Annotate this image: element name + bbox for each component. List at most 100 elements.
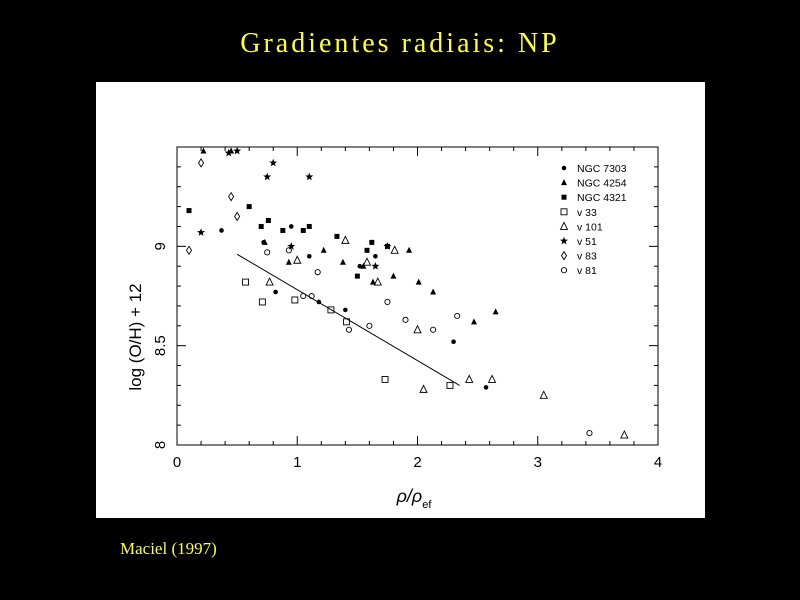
legend-marker xyxy=(561,165,567,171)
data-point xyxy=(185,245,193,256)
legend-label: NGC 4321 xyxy=(577,192,627,204)
data-point xyxy=(306,223,312,229)
data-point xyxy=(419,384,428,393)
data-point xyxy=(233,146,242,155)
fit-line-group xyxy=(236,253,460,386)
data-point xyxy=(197,228,206,236)
y-tick-label: 8.5 xyxy=(152,335,169,356)
data-point xyxy=(273,289,278,295)
legend-marker xyxy=(561,194,567,200)
data-point xyxy=(300,292,307,300)
data-point xyxy=(219,228,224,233)
data-point xyxy=(492,308,499,315)
legend-marker xyxy=(559,221,569,230)
data-point xyxy=(300,227,306,233)
series-v-51 xyxy=(197,146,392,270)
data-point xyxy=(345,326,353,333)
series-ngc-4254 xyxy=(200,147,499,325)
data-point xyxy=(305,172,314,181)
data-point xyxy=(471,318,478,325)
y-axis-label: log (O/H) + 12 xyxy=(126,283,145,390)
data-point xyxy=(383,242,392,250)
data-point xyxy=(242,278,249,286)
data-point xyxy=(200,147,207,154)
y-tick-label: 9 xyxy=(152,242,169,250)
data-point xyxy=(487,374,497,383)
data-point xyxy=(261,238,268,245)
data-point xyxy=(464,374,474,383)
data-point xyxy=(381,375,389,383)
data-point xyxy=(360,262,367,269)
data-point xyxy=(357,263,363,269)
x-tick-label: 4 xyxy=(654,454,662,471)
data-point xyxy=(234,211,241,222)
legend-label: v 83 xyxy=(577,251,597,263)
data-point xyxy=(258,298,266,306)
data-point xyxy=(402,316,409,323)
x-axis-label-subscript: ef xyxy=(422,499,432,511)
data-point xyxy=(454,312,461,319)
data-point xyxy=(258,223,264,229)
x-tick-label: 2 xyxy=(413,454,421,471)
data-point xyxy=(413,324,422,334)
chart-marks xyxy=(185,146,629,439)
data-point xyxy=(406,246,413,253)
data-point xyxy=(269,158,278,167)
legend-label: v 33 xyxy=(577,207,597,219)
data-point xyxy=(327,306,335,314)
data-point xyxy=(369,239,375,245)
data-point xyxy=(265,277,274,286)
legend-label: NGC 4254 xyxy=(577,178,627,190)
legend-label: v 51 xyxy=(577,236,597,248)
data-point xyxy=(430,288,437,295)
data-point xyxy=(371,262,380,270)
data-point xyxy=(370,278,377,285)
data-point xyxy=(343,318,351,326)
data-point xyxy=(224,148,233,157)
scatter-chart: 0 1 2 3 4 8 8.5 9 NGC 7303 NGC 4254 NGC 4321 v 33 v… xyxy=(126,146,662,511)
data-point xyxy=(293,255,302,264)
data-point xyxy=(364,247,370,253)
data-point xyxy=(390,272,397,279)
data-point xyxy=(186,208,192,214)
data-point xyxy=(341,235,350,244)
legend-label: v 101 xyxy=(577,221,603,233)
data-point xyxy=(291,296,299,304)
data-point xyxy=(265,218,271,224)
y-tick-label: 8 xyxy=(152,441,169,449)
data-point xyxy=(316,299,322,305)
data-point xyxy=(334,233,340,239)
data-point xyxy=(287,242,296,250)
legend-label: v 81 xyxy=(577,265,597,277)
source-credit: Maciel (1997) xyxy=(120,539,217,558)
legend-label: NGC 7303 xyxy=(577,163,627,175)
data-point xyxy=(285,258,292,265)
data-point xyxy=(390,245,399,254)
data-point xyxy=(343,307,348,313)
data-point xyxy=(430,326,437,333)
data-point xyxy=(285,247,292,254)
legend-marker xyxy=(560,236,568,245)
data-point xyxy=(288,224,294,229)
data-point xyxy=(384,298,391,306)
data-point xyxy=(620,430,629,439)
chart-legend: NGC 7303 NGC 4254 NGC 4321 v 33 v 101 v 51 v 8… xyxy=(559,163,627,277)
data-point xyxy=(362,257,372,266)
fit-line xyxy=(236,253,460,386)
x-axis-label: ρ/ρef xyxy=(396,486,433,511)
series-v-81 xyxy=(264,247,593,437)
chart-axes: 0 1 2 3 4 8 8.5 9 xyxy=(152,146,662,471)
x-tick-label: 3 xyxy=(534,454,542,471)
data-point xyxy=(339,258,346,265)
legend-marker xyxy=(561,179,567,186)
x-axis-label-main: ρ/ρ xyxy=(396,486,423,506)
x-tick-label: 1 xyxy=(293,454,301,471)
legend-marker xyxy=(560,267,568,274)
data-point xyxy=(373,277,383,286)
data-point xyxy=(306,253,312,259)
data-point xyxy=(264,249,271,256)
data-point xyxy=(320,246,327,253)
data-point xyxy=(263,172,272,181)
slide-title: Gradientes radiais: NP xyxy=(240,28,560,59)
data-point xyxy=(308,292,315,300)
